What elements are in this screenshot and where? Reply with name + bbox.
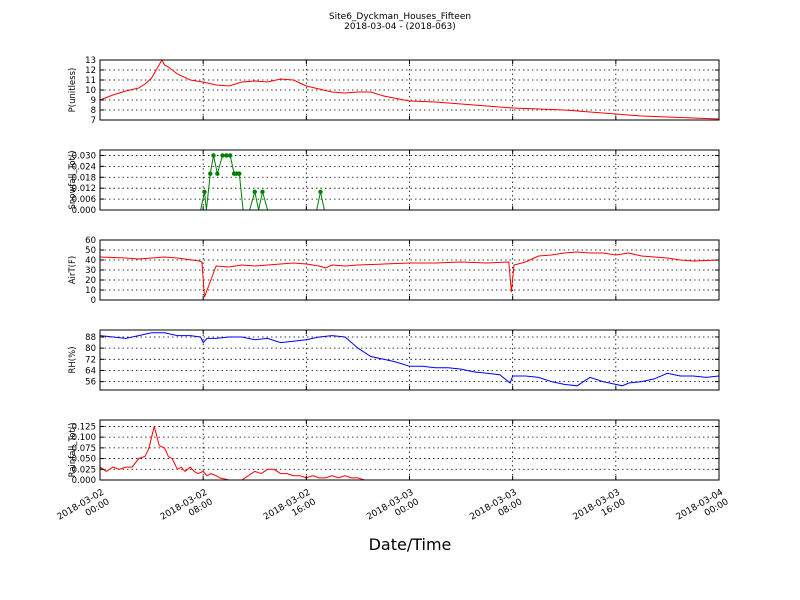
panels: 78910111213P(unitless)0.0000.0060.0120.0…	[68, 56, 720, 486]
data-point	[208, 171, 213, 176]
data-point	[215, 171, 220, 176]
y-tick-label: 0.018	[72, 173, 96, 183]
y-tick-label: 9	[91, 96, 96, 106]
y-tick-label: 0.024	[72, 162, 96, 172]
y-tick-label: 60	[85, 236, 96, 246]
panel-5: 0.0000.0250.0500.0750.1000.125Rainfall_T…	[68, 419, 720, 486]
data-point	[228, 153, 233, 158]
y-tick-label: 0	[91, 296, 96, 306]
y-tick-label: 0.006	[72, 195, 96, 205]
y-tick-label: 13	[85, 56, 96, 66]
y-tick-label: 64	[85, 366, 96, 376]
y-tick-label: 40	[85, 256, 96, 266]
data-point	[224, 153, 229, 158]
figure-title: Site6_Dyckman_Houses_Fifteen	[329, 12, 471, 22]
y-tick-label: 72	[85, 355, 96, 365]
y-tick-label: 88	[85, 333, 96, 343]
y-tick-label: 0.025	[72, 465, 96, 475]
data-point	[211, 153, 216, 158]
y-tick-label: 11	[85, 76, 96, 86]
series-line	[99, 251, 720, 298]
data-point	[237, 171, 242, 176]
y-tick-label: 0.000	[72, 206, 96, 216]
panel-2: 0.0000.0060.0120.0180.0240.030Snowfall_T…	[68, 149, 720, 216]
y-tick-label: 0.030	[72, 151, 96, 161]
y-tick-label: 20	[85, 276, 96, 286]
y-tick-label: 50	[85, 246, 96, 256]
y-tick-label: 0.000	[72, 476, 96, 486]
y-axis-label: RH(%)	[68, 346, 78, 373]
y-tick-label: 80	[85, 344, 96, 354]
series-line	[99, 332, 720, 387]
y-tick-label: 0.050	[72, 455, 96, 465]
y-tick-label: 12	[85, 66, 96, 76]
series-line	[99, 58, 720, 120]
y-tick-label: 7	[91, 116, 96, 126]
y-tick-label: 0.012	[72, 184, 96, 194]
x-axis-label: Date/Time	[369, 535, 452, 554]
y-axis-label: P(unitless)	[68, 68, 78, 113]
y-tick-label: 0.075	[72, 444, 96, 454]
y-tick-label: 10	[85, 86, 96, 96]
y-axis-label: Rainfall_Tot()	[68, 423, 78, 478]
figure-subtitle: 2018-03-04 - (2018-063)	[344, 22, 456, 32]
y-tick-label: 0.100	[72, 433, 96, 443]
y-tick-label: 10	[85, 286, 96, 296]
data-point	[252, 189, 257, 195]
series-line	[99, 426, 719, 481]
data-point	[318, 189, 323, 195]
data-point	[220, 153, 225, 158]
y-tick-label: 30	[85, 266, 96, 276]
y-tick-label: 56	[85, 378, 96, 388]
y-tick-label: 0.125	[72, 422, 96, 432]
y-tick-label: 8	[91, 106, 96, 116]
y-axis-label: Snowfall_Tot()	[68, 150, 78, 209]
data-point	[202, 189, 207, 195]
data-point	[260, 189, 265, 195]
y-axis-label: AirT(F)	[68, 256, 78, 284]
